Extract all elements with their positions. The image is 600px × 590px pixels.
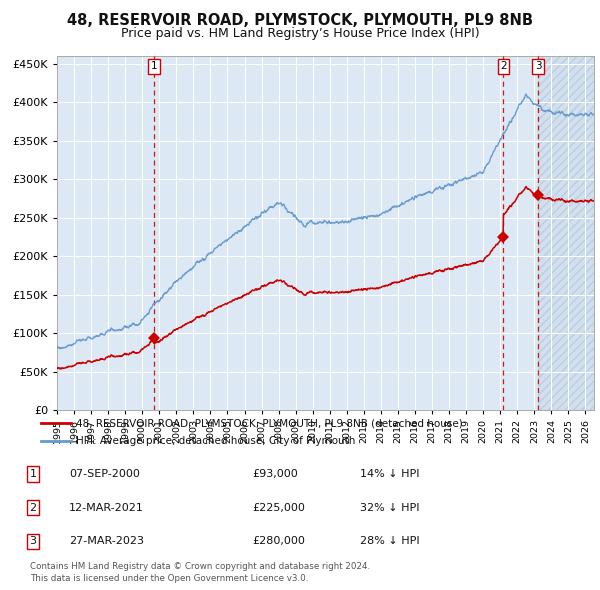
Text: 12-MAR-2021: 12-MAR-2021 [69, 503, 144, 513]
Text: 32% ↓ HPI: 32% ↓ HPI [360, 503, 419, 513]
Text: HPI: Average price, detached house, City of Plymouth: HPI: Average price, detached house, City… [76, 436, 356, 446]
Text: 07-SEP-2000: 07-SEP-2000 [69, 469, 140, 479]
Text: 14% ↓ HPI: 14% ↓ HPI [360, 469, 419, 479]
Text: 1: 1 [29, 469, 37, 479]
Text: 28% ↓ HPI: 28% ↓ HPI [360, 536, 419, 546]
Text: £280,000: £280,000 [252, 536, 305, 546]
Text: 3: 3 [535, 61, 542, 71]
Text: Contains HM Land Registry data © Crown copyright and database right 2024.
This d: Contains HM Land Registry data © Crown c… [30, 562, 370, 583]
Text: Price paid vs. HM Land Registry’s House Price Index (HPI): Price paid vs. HM Land Registry’s House … [121, 27, 479, 40]
Text: 2: 2 [500, 61, 507, 71]
Text: 3: 3 [29, 536, 37, 546]
Text: £93,000: £93,000 [252, 469, 298, 479]
Text: 1: 1 [151, 61, 157, 71]
Text: £225,000: £225,000 [252, 503, 305, 513]
Text: 48, RESERVOIR ROAD, PLYMSTOCK, PLYMOUTH, PL9 8NB (detached house): 48, RESERVOIR ROAD, PLYMSTOCK, PLYMOUTH,… [76, 418, 463, 428]
Text: 27-MAR-2023: 27-MAR-2023 [69, 536, 144, 546]
Text: 48, RESERVOIR ROAD, PLYMSTOCK, PLYMOUTH, PL9 8NB: 48, RESERVOIR ROAD, PLYMSTOCK, PLYMOUTH,… [67, 13, 533, 28]
Bar [538, 56, 594, 410]
Text: 2: 2 [29, 503, 37, 513]
